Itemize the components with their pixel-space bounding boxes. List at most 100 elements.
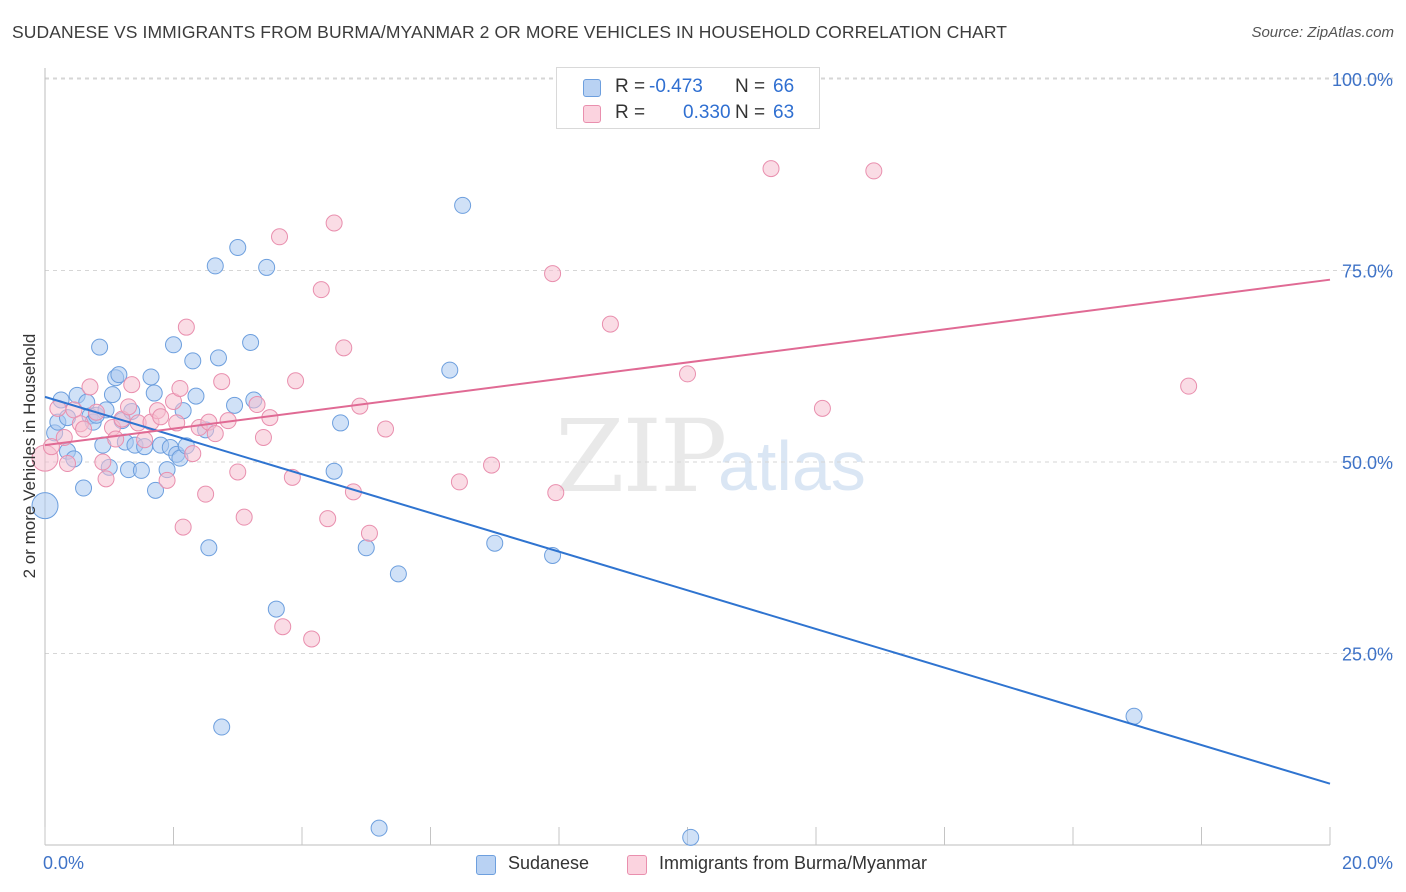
burma-point [171, 379, 189, 397]
sudanese-point [389, 565, 407, 583]
sudanese-point [110, 366, 128, 384]
burma-point [865, 162, 883, 180]
sudanese-trend-line [44, 395, 1331, 785]
burma-point [601, 315, 619, 333]
sudanese-point [200, 539, 218, 557]
burma-point [229, 463, 247, 481]
sudanese-point [682, 828, 700, 846]
burma-point [152, 408, 170, 426]
legend-r-value: -0.473 [649, 76, 703, 97]
sudanese-point [242, 334, 260, 352]
burma-point [213, 373, 231, 391]
sudanese-point [454, 196, 472, 214]
x-tick-label-max: 20.0% [1342, 853, 1393, 873]
x-tick-label-min: 0.0% [43, 853, 84, 873]
sudanese-point [91, 338, 109, 356]
sudanese-point [486, 534, 504, 552]
burma-point [450, 473, 468, 491]
burma-point [206, 425, 224, 443]
sudanese-point [75, 479, 93, 497]
burma-point [177, 318, 195, 336]
burma-point [813, 399, 831, 417]
burma-point [254, 428, 272, 446]
burma-point [544, 265, 562, 283]
burma-point [377, 420, 395, 438]
chart-title: SUDANESE VS IMMIGRANTS FROM BURMA/MYANMA… [12, 22, 1008, 42]
burma-point [158, 471, 176, 489]
burma-point [319, 510, 337, 528]
sudanese-point [325, 462, 343, 480]
legend-n-value: 63 [773, 102, 795, 123]
burma-point [136, 431, 154, 449]
burma-point [81, 378, 99, 396]
bottom-legend-swatch-pink [627, 855, 647, 875]
sudanese-point [145, 384, 163, 402]
burma-point [174, 518, 192, 536]
sudanese-point [357, 539, 375, 557]
burma-point [107, 430, 125, 448]
burma-point [303, 630, 321, 648]
y-tick-label: 25.0% [1342, 645, 1393, 665]
bottom-legend-label: Immigrants from Burma/Myanmar [659, 853, 928, 873]
sudanese-point [31, 492, 59, 520]
sudanese-point [103, 386, 121, 404]
sudanese-point [213, 718, 231, 736]
sudanese-point [370, 819, 388, 837]
sudanese-point [258, 258, 276, 276]
sudanese-point [441, 361, 459, 379]
burma-point [547, 484, 565, 502]
sudanese-point [226, 396, 244, 414]
bottom-legend-label: Sudanese [508, 853, 590, 873]
sudanese-point [229, 239, 247, 257]
sudanese-point [206, 257, 224, 275]
sudanese-point [184, 352, 202, 370]
sudanese-point [1125, 707, 1143, 725]
source-credit[interactable]: Source: ZipAtlas.com [1251, 24, 1394, 41]
burma-point [762, 160, 780, 178]
legend-r-label: R = [615, 76, 646, 97]
legend-swatch-blue [583, 79, 601, 97]
burma-point [123, 376, 141, 394]
burma-point [271, 228, 289, 246]
watermark-atlas: atlas [718, 427, 866, 505]
burma-point [184, 445, 202, 463]
burma-point [679, 365, 696, 383]
burma-point [274, 618, 292, 636]
sudanese-point [147, 481, 165, 499]
burma-point [120, 398, 138, 416]
sudanese-point [132, 461, 150, 479]
legend-swatch-pink [583, 105, 601, 123]
sudanese-point [209, 349, 227, 367]
y-tick-label: 75.0% [1342, 262, 1393, 282]
watermark-zip: ZIP [555, 398, 727, 515]
legend-n-label: N = [735, 102, 766, 123]
burma-point [287, 372, 305, 390]
burma-point [197, 485, 215, 503]
sudanese-point [267, 600, 285, 618]
burma-point [360, 524, 378, 542]
burma-point [335, 339, 353, 357]
burma-point [97, 470, 115, 488]
bottom-legend-swatch-blue [476, 855, 496, 875]
burma-point [483, 456, 501, 474]
burma-point [58, 455, 76, 473]
legend-n-label: N = [735, 76, 766, 97]
y-tick-label: 100.0% [1332, 70, 1393, 90]
y-axis-label: 2 or more Vehicles in Household [20, 333, 39, 579]
legend-r-label: R = [615, 102, 646, 123]
burma-point [325, 214, 343, 232]
sudanese-point [332, 414, 350, 432]
burma-point [248, 396, 266, 414]
burma-trend-line [44, 278, 1331, 447]
sudanese-point [142, 368, 160, 386]
burma-point [312, 281, 330, 299]
legend-n-value: 66 [773, 76, 795, 97]
burma-point [235, 508, 253, 526]
burma-point [1180, 377, 1198, 395]
burma-point [75, 420, 93, 438]
legend-r-value: 0.330 [683, 102, 731, 123]
y-tick-label: 50.0% [1342, 453, 1393, 473]
sudanese-point [165, 336, 182, 354]
stats-legend: R = -0.473 N = 66 R = 0.330 N = 63 [556, 67, 820, 129]
